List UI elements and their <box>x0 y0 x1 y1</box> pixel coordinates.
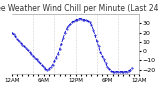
Title: Milwaukee Weather Wind Chill per Minute (Last 24 Hours): Milwaukee Weather Wind Chill per Minute … <box>0 4 160 13</box>
